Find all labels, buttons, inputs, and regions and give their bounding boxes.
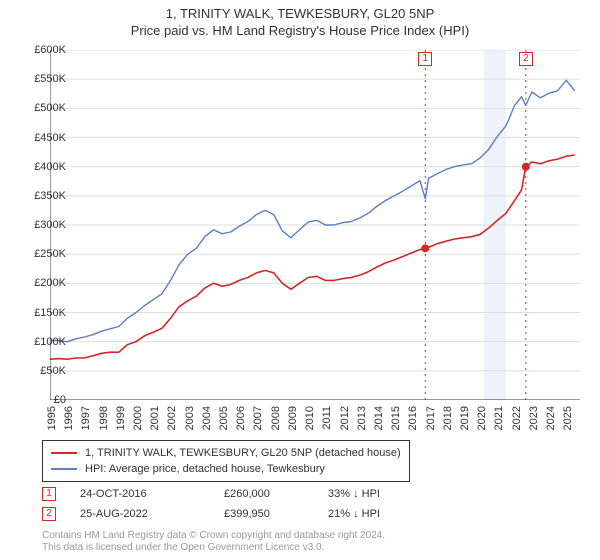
x-tick-label: 2020 (476, 406, 488, 430)
x-tick-label: 2002 (166, 406, 178, 430)
sale-delta-2: 21% ↓ HPI (328, 504, 428, 524)
x-tick-label: 1999 (115, 406, 127, 430)
legend: 1, TRINITY WALK, TEWKESBURY, GL20 5NP (d… (42, 440, 410, 482)
y-tick-label: £200K (34, 277, 66, 289)
title-address: 1, TRINITY WALK, TEWKESBURY, GL20 5NP (0, 6, 600, 21)
x-tick-label: 2010 (304, 406, 316, 430)
x-tick-label: 2021 (493, 406, 505, 430)
y-tick-label: £350K (34, 190, 66, 202)
x-tick-label: 2001 (149, 406, 161, 430)
x-tick-label: 2008 (270, 406, 282, 430)
sale-marker-2: 2 (42, 507, 56, 521)
legend-item-hpi: HPI: Average price, detached house, Tewk… (51, 461, 401, 477)
sale-marker-1: 1 (42, 487, 56, 501)
x-tick-label: 2011 (321, 406, 333, 430)
x-tick-label: 2007 (252, 406, 264, 430)
y-tick-label: £0 (54, 394, 66, 406)
x-tick-label: 1997 (80, 406, 92, 430)
sale-marker-box: 1 (418, 52, 432, 66)
y-tick-label: £300K (34, 219, 66, 231)
legend-swatch-hpi (51, 468, 77, 470)
footer-line2: This data is licensed under the Open Gov… (42, 542, 385, 554)
legend-swatch-property (51, 452, 77, 454)
x-tick-label: 2012 (339, 406, 351, 430)
line-chart (50, 50, 580, 400)
x-tick-label: 2013 (356, 406, 368, 430)
sales-table: 1 24-OCT-2016 £260,000 33% ↓ HPI 2 25-AU… (42, 484, 428, 524)
x-tick-label: 2023 (528, 406, 540, 430)
y-tick-label: £400K (34, 161, 66, 173)
chart-titles: 1, TRINITY WALK, TEWKESBURY, GL20 5NP Pr… (0, 0, 600, 38)
sale-date-2: 25-AUG-2022 (80, 504, 200, 524)
sale-price-2: £399,950 (224, 504, 304, 524)
x-tick-label: 2004 (201, 406, 213, 430)
x-tick-label: 2003 (184, 406, 196, 430)
x-tick-label: 2018 (442, 406, 454, 430)
y-tick-label: £600K (34, 44, 66, 56)
y-tick-label: £100K (34, 336, 66, 348)
y-tick-label: £550K (34, 73, 66, 85)
x-tick-label: 2016 (407, 406, 419, 430)
x-tick-label: 2019 (459, 406, 471, 430)
x-tick-label: 2006 (235, 406, 247, 430)
sale-delta-1: 33% ↓ HPI (328, 484, 428, 504)
footer-line1: Contains HM Land Registry data © Crown c… (42, 530, 385, 542)
x-tick-label: 1995 (46, 406, 58, 430)
legend-label-property: 1, TRINITY WALK, TEWKESBURY, GL20 5NP (d… (85, 445, 401, 461)
title-subtitle: Price paid vs. HM Land Registry's House … (0, 23, 600, 38)
sale-date-1: 24-OCT-2016 (80, 484, 200, 504)
x-tick-label: 1998 (98, 406, 110, 430)
y-tick-label: £450K (34, 132, 66, 144)
x-tick-label: 2022 (511, 406, 523, 430)
x-tick-label: 2015 (390, 406, 402, 430)
sale-marker-box: 2 (519, 52, 533, 66)
footer-attribution: Contains HM Land Registry data © Crown c… (42, 530, 385, 554)
x-tick-label: 2025 (562, 406, 574, 430)
sale-row-1: 1 24-OCT-2016 £260,000 33% ↓ HPI (42, 484, 428, 504)
sale-row-2: 2 25-AUG-2022 £399,950 21% ↓ HPI (42, 504, 428, 524)
x-tick-label: 2009 (287, 406, 299, 430)
x-tick-label: 2024 (545, 406, 557, 430)
y-tick-label: £250K (34, 248, 66, 260)
legend-label-hpi: HPI: Average price, detached house, Tewk… (85, 461, 325, 477)
legend-item-property: 1, TRINITY WALK, TEWKESBURY, GL20 5NP (d… (51, 445, 401, 461)
x-tick-label: 2005 (218, 406, 230, 430)
x-tick-label: 1996 (63, 406, 75, 430)
y-tick-label: £50K (40, 365, 66, 377)
x-tick-label: 2014 (373, 406, 385, 430)
y-tick-label: £150K (34, 307, 66, 319)
sale-price-1: £260,000 (224, 484, 304, 504)
y-tick-label: £500K (34, 102, 66, 114)
x-tick-label: 2000 (132, 406, 144, 430)
x-tick-label: 2017 (425, 406, 437, 430)
